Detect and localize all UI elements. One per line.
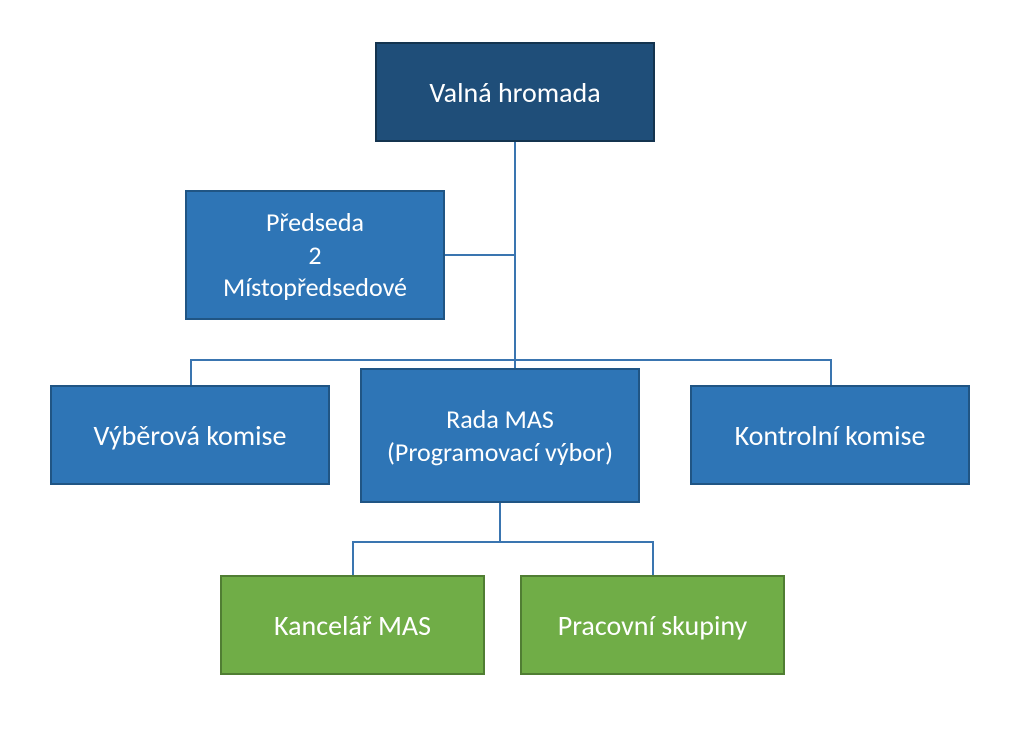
node-root: Valná hromada xyxy=(375,42,655,142)
connector xyxy=(830,360,832,385)
connector xyxy=(499,503,501,542)
org-chart: Valná hromada Předseda2Místopředsedové Výb… xyxy=(0,0,1014,733)
node-label: Předseda xyxy=(266,206,364,239)
node-bottom-left: Kancelář MAS xyxy=(220,575,485,675)
node-right: Kontrolní komise xyxy=(690,385,970,485)
node-side: Předseda2Místopředsedové xyxy=(185,190,445,320)
connector xyxy=(190,359,832,361)
node-center: Rada MAS(Programovací výbor) xyxy=(360,368,640,503)
connector xyxy=(352,541,654,543)
connector xyxy=(352,542,354,575)
node-label: Pracovní skupiny xyxy=(558,608,747,643)
node-label: Rada MAS xyxy=(446,403,554,436)
node-label: Výběrová komise xyxy=(94,418,287,453)
node-label: Valná hromada xyxy=(429,75,600,110)
node-label: Kancelář MAS xyxy=(274,608,431,643)
node-left: Výběrová komise xyxy=(50,385,330,485)
node-label: Kontrolní komise xyxy=(735,418,926,453)
connector xyxy=(445,254,515,256)
node-label: (Programovací výbor) xyxy=(387,436,613,469)
node-label: Místopředsedové xyxy=(223,271,407,304)
node-bottom-right: Pracovní skupiny xyxy=(520,575,785,675)
connector xyxy=(652,542,654,575)
node-label: 2 xyxy=(308,239,321,272)
connector xyxy=(190,360,192,385)
